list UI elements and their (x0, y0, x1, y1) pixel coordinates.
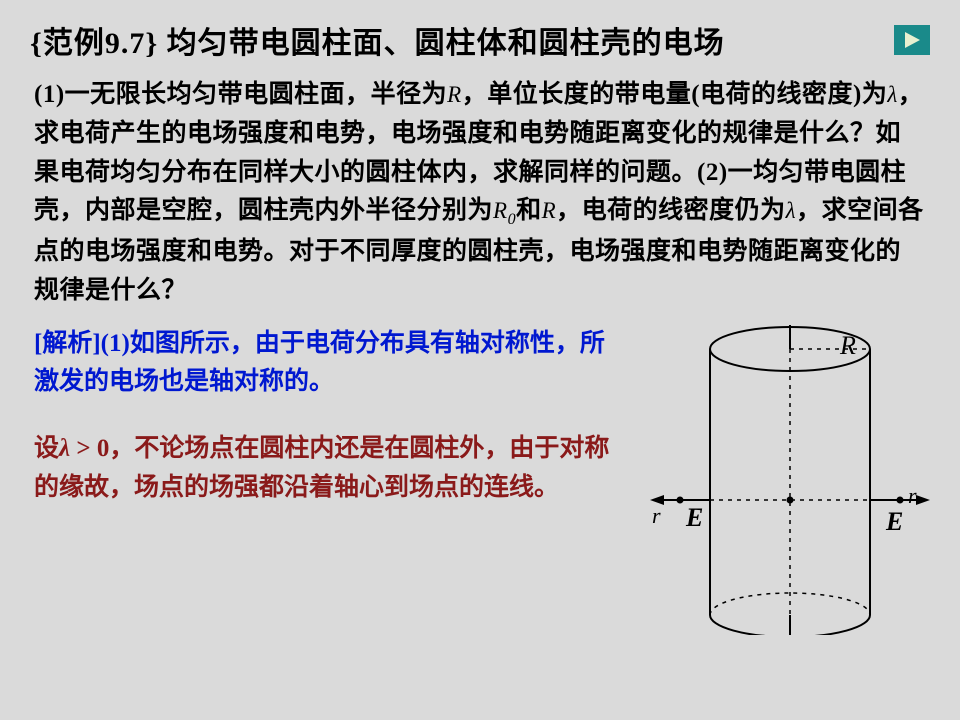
label-E-left: E (686, 503, 703, 533)
title-text: 均匀带电圆柱面、圆柱体和圆柱壳的电场 (158, 27, 725, 60)
label-R: R (840, 331, 856, 361)
problem-text: 和 (516, 197, 542, 224)
page-title: {范例9.7} 均匀带电圆柱面、圆柱体和圆柱壳的电场 (30, 18, 894, 62)
problem-text: (1)一无限长均匀带电圆柱面，半径为 (34, 81, 447, 108)
cylinder-diagram: R r r E E (630, 325, 930, 635)
analysis-label: [解析](1) (34, 330, 130, 357)
next-slide-button[interactable] (894, 25, 930, 55)
assume-cond: > 0， (70, 435, 134, 462)
problem-statement: (1)一无限长均匀带电圆柱面，半径为R，单位长度的带电量(电荷的线密度)为λ，求… (0, 72, 960, 311)
var-R: R (447, 82, 462, 107)
var-lambda: λ (786, 198, 796, 223)
label-r-left: r (652, 503, 661, 529)
problem-text: ，电荷的线密度仍为 (556, 197, 786, 224)
assume-pre: 设 (34, 435, 59, 462)
var-R: R (542, 198, 557, 223)
var-lambda: λ (59, 435, 70, 462)
var-R0: R (493, 198, 508, 223)
label-E-right: E (886, 507, 903, 537)
example-number: {范例9.7} (30, 27, 158, 60)
var-R0-sub: 0 (508, 211, 517, 228)
analysis-block: [解析](1)如图所示，由于电荷分布具有轴对称性，所激发的电场也是轴对称的。 (34, 325, 610, 403)
label-r-right: r (908, 483, 917, 509)
assumption-block: 设λ > 0，不论场点在圆柱内还是在圆柱外，由于对称的缘故，场点的场强都沿着轴心… (34, 430, 610, 508)
problem-text: ，单位长度的带电量(电荷的线密度)为 (462, 81, 888, 108)
play-icon (902, 30, 922, 50)
var-lambda: λ (887, 82, 897, 107)
